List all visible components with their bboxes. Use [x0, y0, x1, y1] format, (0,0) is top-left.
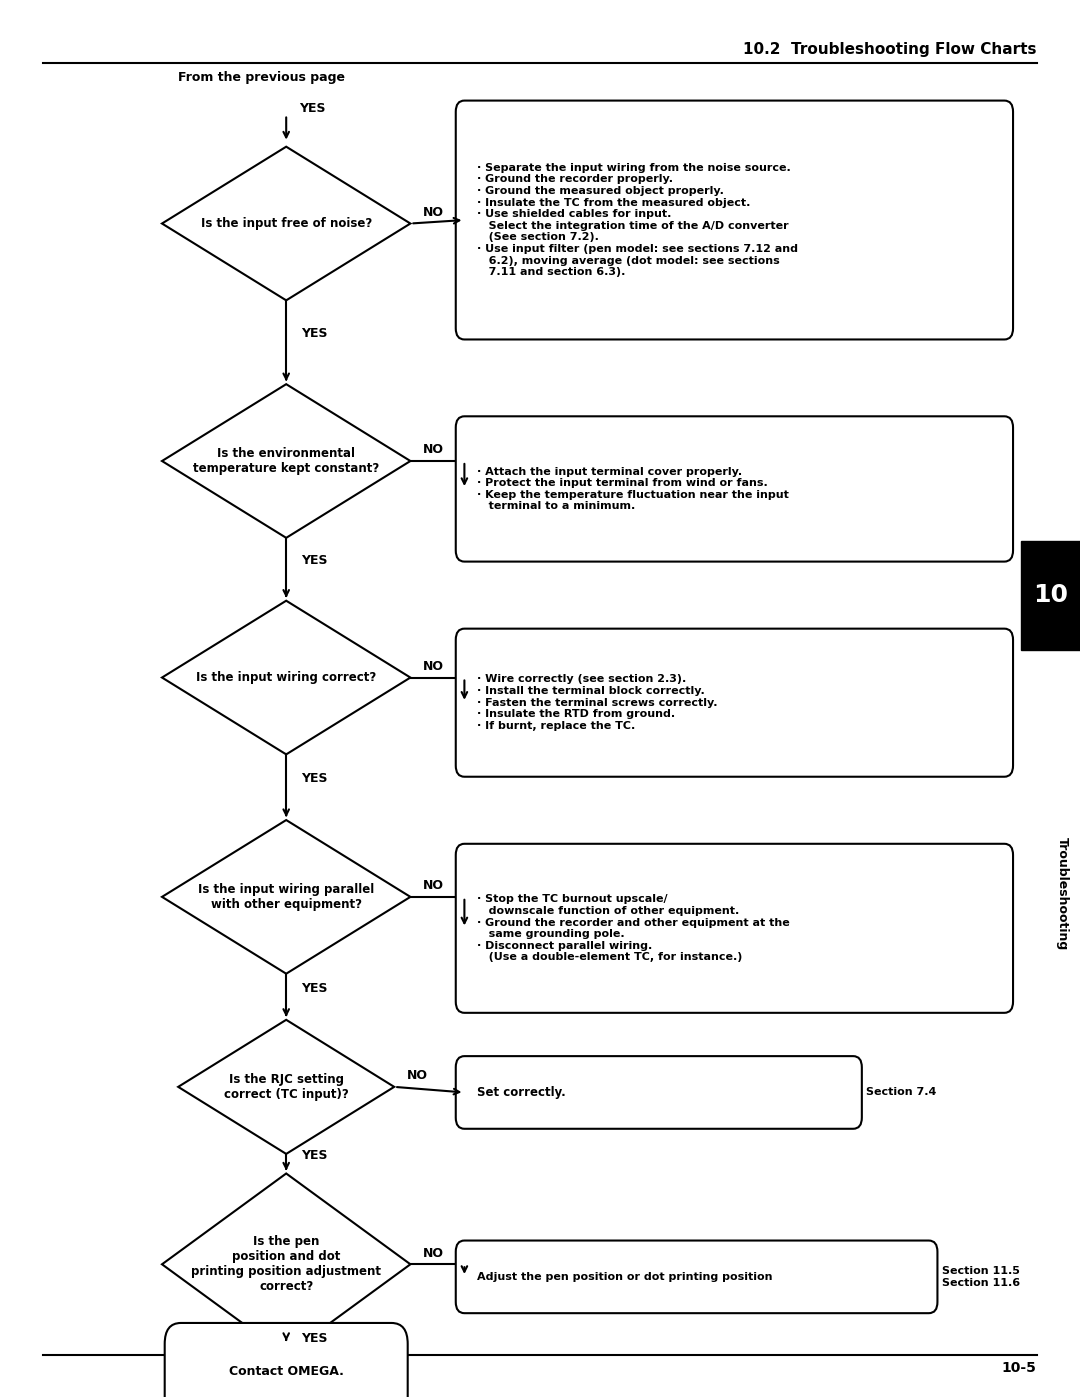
FancyBboxPatch shape: [456, 1056, 862, 1129]
Text: From the previous page: From the previous page: [178, 71, 346, 84]
Text: · Attach the input terminal cover properly.
· Protect the input terminal from wi: · Attach the input terminal cover proper…: [477, 467, 789, 511]
Text: Section 11.5
Section 11.6: Section 11.5 Section 11.6: [942, 1266, 1020, 1288]
FancyBboxPatch shape: [456, 416, 1013, 562]
Text: 10-5: 10-5: [1002, 1361, 1037, 1375]
Text: NO: NO: [423, 1246, 444, 1260]
Text: · Wire correctly (see section 2.3).
· Install the terminal block correctly.
· Fa: · Wire correctly (see section 2.3). · In…: [477, 675, 718, 731]
Text: Is the input wiring correct?: Is the input wiring correct?: [197, 671, 376, 685]
Text: Adjust the pen position or dot printing position: Adjust the pen position or dot printing …: [477, 1271, 773, 1282]
Text: Is the environmental
temperature kept constant?: Is the environmental temperature kept co…: [193, 447, 379, 475]
Text: Troubleshooting: Troubleshooting: [1056, 837, 1069, 951]
Text: NO: NO: [407, 1069, 428, 1083]
Text: · Stop the TC burnout upscale/
   downscale function of other equipment.
· Groun: · Stop the TC burnout upscale/ downscale…: [477, 894, 791, 963]
Text: 10: 10: [1032, 583, 1068, 608]
Text: Set correctly.: Set correctly.: [477, 1085, 566, 1099]
Text: YES: YES: [301, 327, 328, 341]
Text: YES: YES: [299, 102, 326, 116]
Text: Contact OMEGA.: Contact OMEGA.: [229, 1365, 343, 1379]
Text: Section 7.4: Section 7.4: [866, 1087, 936, 1098]
Text: YES: YES: [301, 1148, 328, 1162]
Bar: [1021, 541, 1080, 650]
Text: NO: NO: [423, 205, 444, 219]
Text: Is the input wiring parallel
with other equipment?: Is the input wiring parallel with other …: [198, 883, 375, 911]
FancyBboxPatch shape: [456, 101, 1013, 339]
Text: 10.2  Troubleshooting Flow Charts: 10.2 Troubleshooting Flow Charts: [743, 42, 1037, 57]
Text: · Separate the input wiring from the noise source.
· Ground the recorder properl: · Separate the input wiring from the noi…: [477, 163, 798, 277]
FancyBboxPatch shape: [456, 629, 1013, 777]
FancyBboxPatch shape: [165, 1323, 408, 1397]
Text: YES: YES: [301, 982, 328, 995]
Text: Is the input free of noise?: Is the input free of noise?: [201, 217, 372, 231]
Text: YES: YES: [301, 773, 328, 785]
Text: YES: YES: [301, 1331, 328, 1345]
Text: YES: YES: [301, 555, 328, 567]
Text: Is the pen
position and dot
printing position adjustment
correct?: Is the pen position and dot printing pos…: [191, 1235, 381, 1294]
Text: NO: NO: [423, 443, 444, 457]
Text: NO: NO: [423, 659, 444, 673]
Text: NO: NO: [423, 879, 444, 893]
FancyBboxPatch shape: [456, 1241, 937, 1313]
FancyBboxPatch shape: [456, 844, 1013, 1013]
Text: Is the RJC setting
correct (TC input)?: Is the RJC setting correct (TC input)?: [224, 1073, 349, 1101]
